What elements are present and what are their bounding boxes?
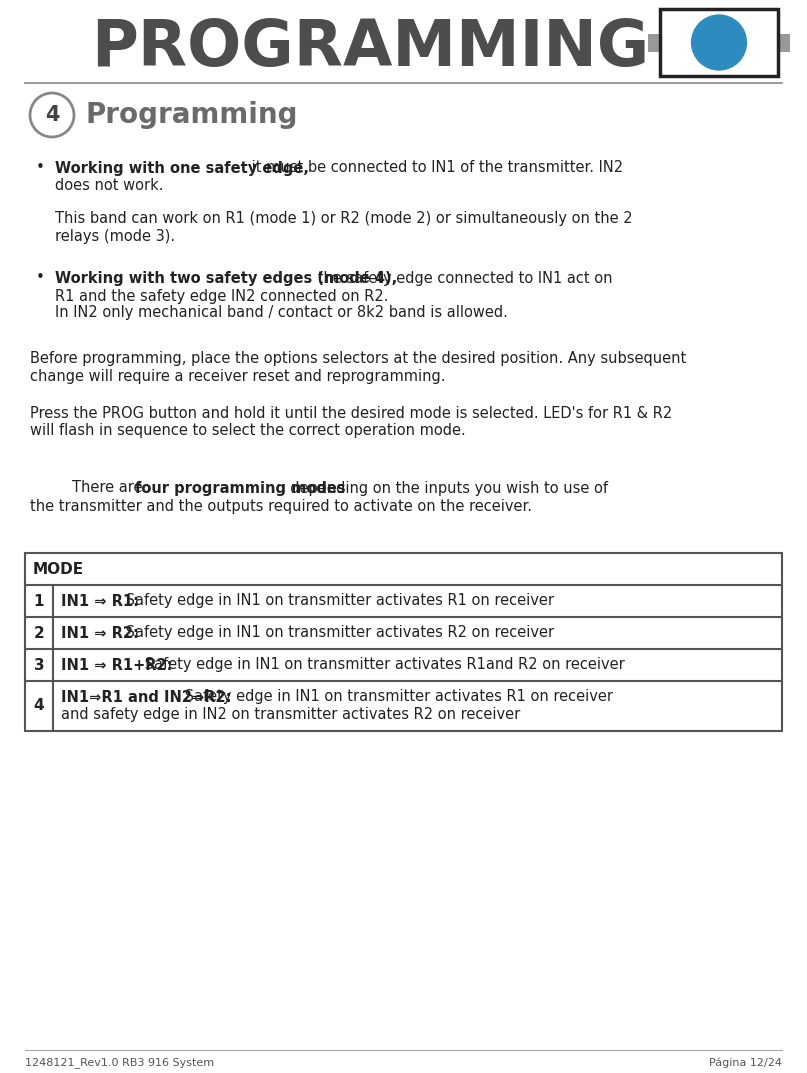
Text: •: • [36,161,44,176]
Text: MODE: MODE [33,561,84,576]
Text: Working with two safety edges (mode 4),: Working with two safety edges (mode 4), [55,270,397,285]
Text: , depending on the inputs you wish to use of: , depending on the inputs you wish to us… [281,481,608,496]
Text: R1 and the safety edge IN2 connected on R2.: R1 and the safety edge IN2 connected on … [55,289,388,304]
Text: the transmitter and the outputs required to activate on the receiver.: the transmitter and the outputs required… [30,499,532,514]
Text: 4: 4 [44,105,59,124]
Text: 2: 2 [34,626,44,641]
Text: will flash in sequence to select the correct operation mode.: will flash in sequence to select the cor… [30,424,466,439]
Text: Programming: Programming [86,101,299,129]
Text: Press the PROG button and hold it until the desired mode is selected. LED's for : Press the PROG button and hold it until … [30,406,672,421]
Text: and safety edge in IN2 on transmitter activates R2 on receiver: and safety edge in IN2 on transmitter ac… [61,707,521,722]
Text: •: • [36,270,44,285]
Text: IN1 ⇒ R1+R2:: IN1 ⇒ R1+R2: [61,658,173,673]
Text: change will require a receiver reset and reprogramming.: change will require a receiver reset and… [30,368,445,383]
Text: IN1 ⇒ R1:: IN1 ⇒ R1: [61,593,139,608]
Circle shape [30,93,74,137]
Text: Safety edge in IN1 on transmitter activates R2 on receiver: Safety edge in IN1 on transmitter activa… [120,626,554,641]
Text: Safety edge in IN1 on transmitter activates R1 on receiver: Safety edge in IN1 on transmitter activa… [120,593,554,608]
Text: it must be connected to IN1 of the transmitter. IN2: it must be connected to IN1 of the trans… [247,161,623,176]
Text: There are: There are [72,481,147,496]
Bar [648,33,662,52]
Text: Before programming, place the options selectors at the desired position. Any sub: Before programming, place the options se… [30,351,686,366]
Text: four programming modes: four programming modes [135,481,345,496]
Text: Safety edge in IN1 on transmitter activates R1 on receiver: Safety edge in IN1 on transmitter activa… [180,690,613,705]
Text: the safety edge connected to IN1 act on: the safety edge connected to IN1 act on [313,270,613,285]
Text: 1: 1 [34,593,44,608]
Text: relays (mode 3).: relays (mode 3). [55,229,175,244]
Circle shape [691,14,747,71]
Text: does not work.: does not work. [55,178,164,193]
Text: IN1 ⇒ R2:: IN1 ⇒ R2: [61,626,139,641]
Text: In IN2 only mechanical band / contact or 8k2 band is allowed.: In IN2 only mechanical band / contact or… [55,306,508,321]
Text: Working with one safety edge,: Working with one safety edge, [55,161,309,176]
Text: Página 12/24: Página 12/24 [709,1058,782,1069]
Bar [660,9,778,76]
Text: 4: 4 [34,699,44,714]
Text: 3: 3 [34,658,44,673]
Bar [25,553,782,731]
Text: Safety edge in IN1 on transmitter activates R1and R2 on receiver: Safety edge in IN1 on transmitter activa… [140,658,625,673]
Text: 1248121_Rev1.0 RB3 916 System: 1248121_Rev1.0 RB3 916 System [25,1058,214,1069]
Text: PROGRAMMING: PROGRAMMING [91,17,649,79]
Text: This band can work on R1 (mode 1) or R2 (mode 2) or simultaneously on the 2: This band can work on R1 (mode 1) or R2 … [55,210,633,225]
Text: IN1⇒R1 and IN2⇒R2:: IN1⇒R1 and IN2⇒R2: [61,690,232,705]
Bar [776,33,790,52]
